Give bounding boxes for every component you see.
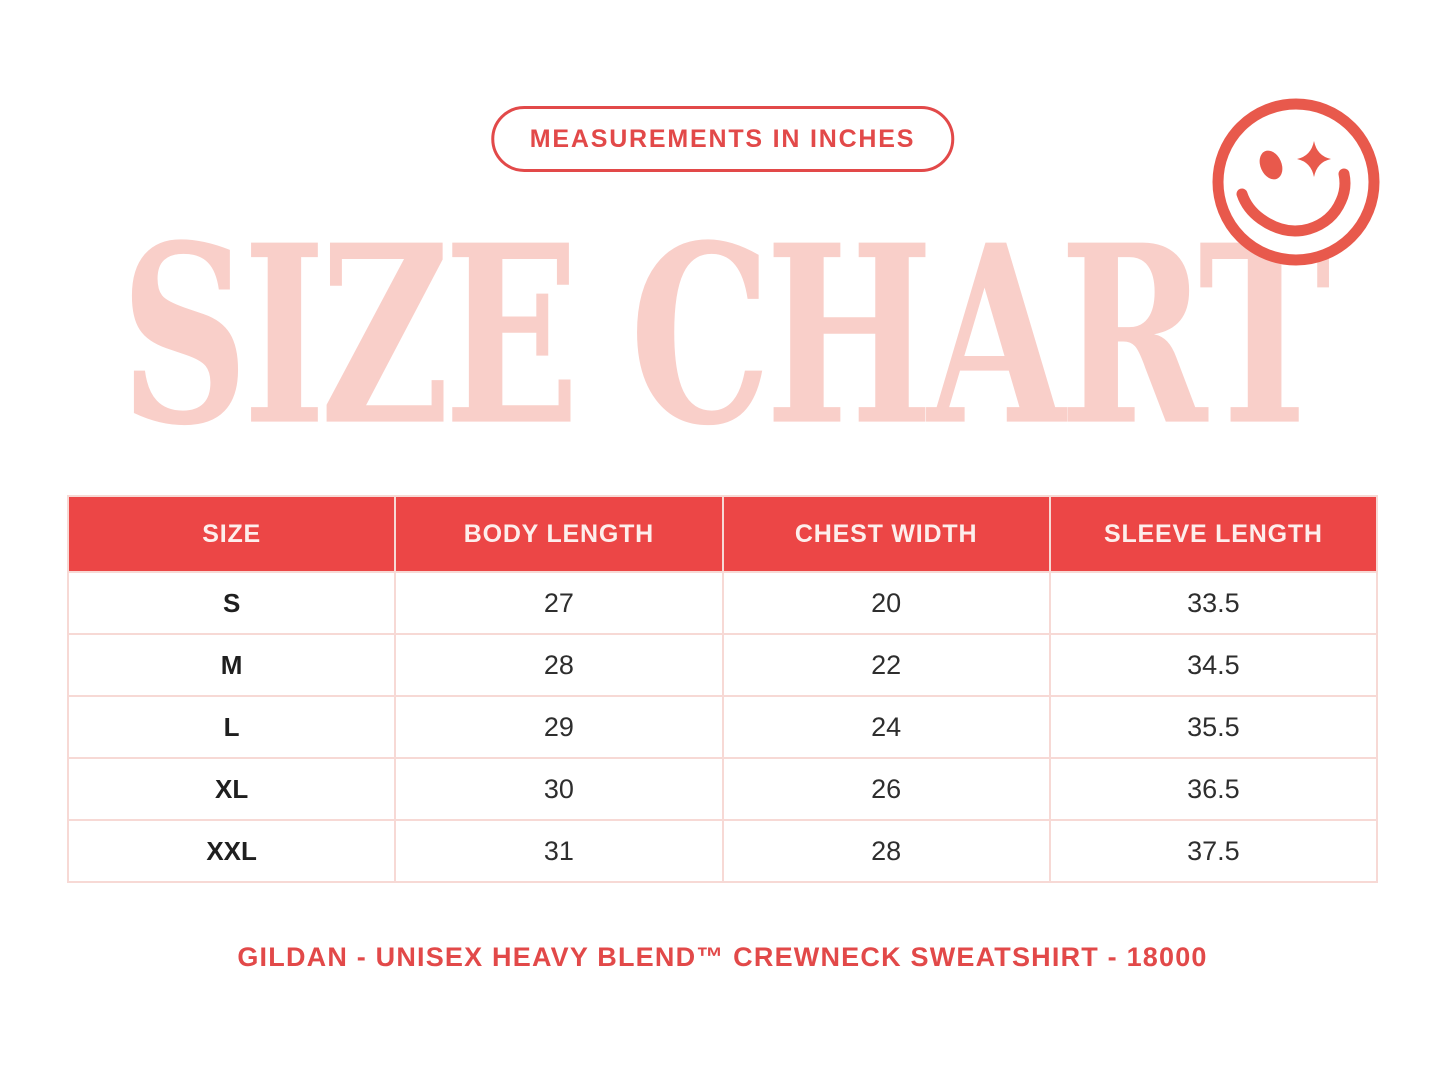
product-name-footer: GILDAN - UNISEX HEAVY BLEND™ CREWNECK SW… <box>237 942 1208 972</box>
measurements-badge-label: MEASUREMENTS IN INCHES <box>529 124 916 153</box>
table-cell-size: XXL <box>69 821 395 881</box>
size-table: SIZE BODY LENGTH CHEST WIDTH SLEEVE LENG… <box>67 495 1378 883</box>
header-cell-sleeve-length: SLEEVE LENGTH <box>1050 497 1376 571</box>
table-cell-sleeve-length: 37.5 <box>1050 821 1376 881</box>
measurements-badge: MEASUREMENTS IN INCHES <box>490 106 955 172</box>
table-cell-size: L <box>69 697 395 757</box>
table-cell-size: M <box>69 635 395 695</box>
table-cell-body-length: 27 <box>396 573 722 633</box>
table-cell-body-length: 31 <box>396 821 722 881</box>
table-cell-sleeve-length: 35.5 <box>1050 697 1376 757</box>
table-cell-size: XL <box>69 759 395 819</box>
smiley-icon <box>1212 98 1380 266</box>
header-cell-chest-width: CHEST WIDTH <box>723 497 1049 571</box>
table-cell-chest-width: 20 <box>723 573 1049 633</box>
table-cell-chest-width: 22 <box>723 635 1049 695</box>
table-cell-body-length: 30 <box>396 759 722 819</box>
table-cell-sleeve-length: 33.5 <box>1050 573 1376 633</box>
table-cell-chest-width: 26 <box>723 759 1049 819</box>
page-title-text: SIZE CHART <box>120 191 1331 480</box>
table-cell-chest-width: 24 <box>723 697 1049 757</box>
header-cell-size: SIZE <box>69 497 395 571</box>
table-cell-size: S <box>69 573 395 633</box>
table-cell-body-length: 29 <box>396 697 722 757</box>
table-cell-body-length: 28 <box>396 635 722 695</box>
table-cell-sleeve-length: 34.5 <box>1050 635 1376 695</box>
table-cell-chest-width: 28 <box>723 821 1049 881</box>
header-cell-body-length: BODY LENGTH <box>396 497 722 571</box>
table-cell-sleeve-length: 36.5 <box>1050 759 1376 819</box>
